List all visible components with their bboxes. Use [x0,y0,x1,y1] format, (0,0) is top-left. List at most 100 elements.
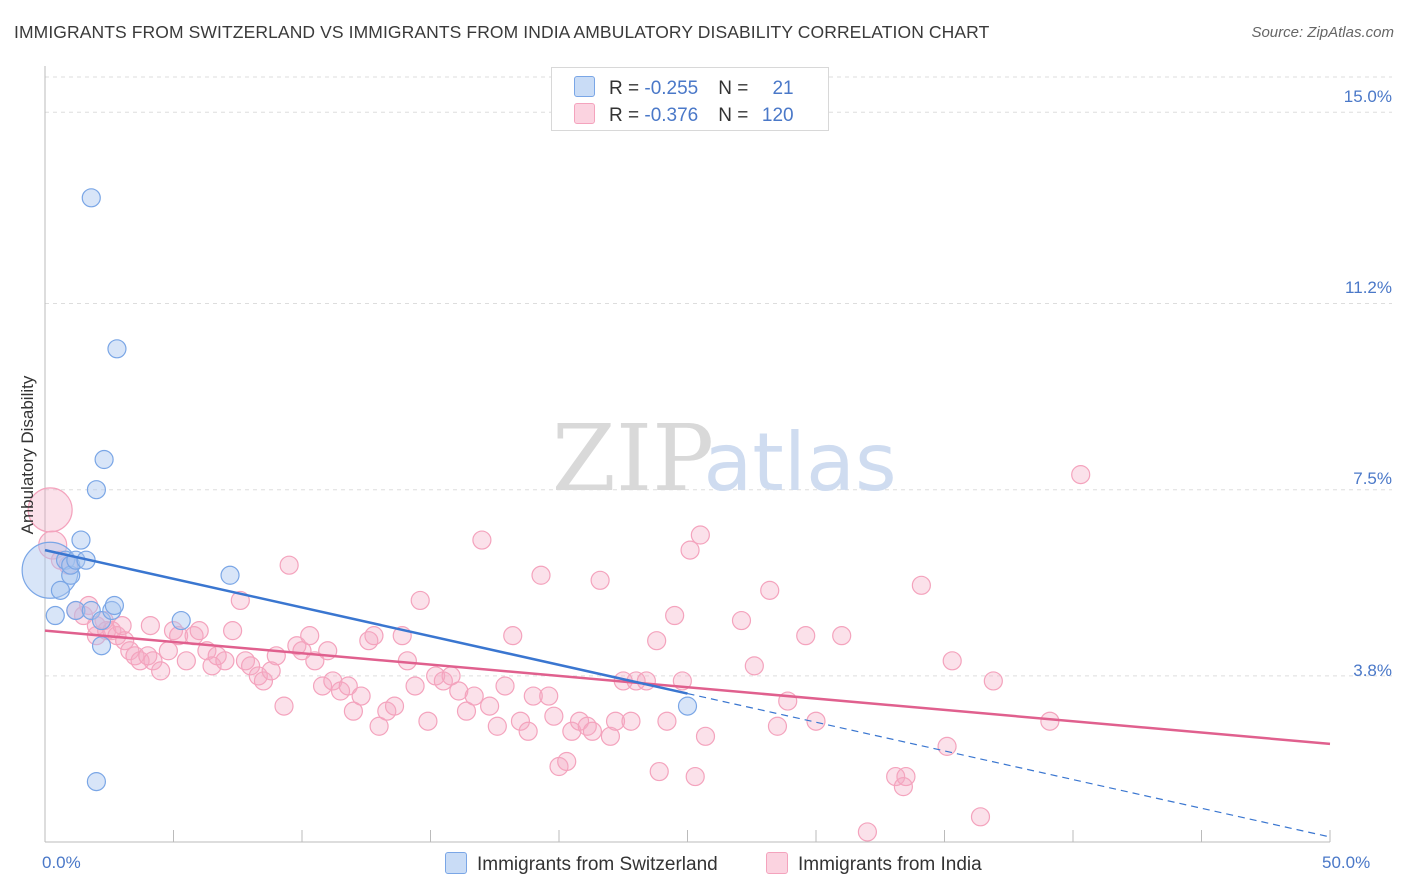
data-point [91,610,112,631]
x-tick-label-min: 0.0% [42,853,81,872]
y-axis-label: Ambulatory Disability [18,375,37,535]
data-point [562,721,582,741]
x-tick-label-max: 50.0% [1322,853,1371,872]
trend-line-india [44,629,1331,746]
data-point [677,696,698,716]
data-point [495,676,515,696]
data-point [657,711,677,731]
data-point [636,671,656,691]
data-point [253,671,274,691]
legend-n-value: 21 [772,78,794,99]
data-point [937,736,957,756]
source-note: Source: ZipAtlas.com [1251,24,1394,41]
watermark-atlas: atlas [703,416,896,509]
legend-r-value: -0.376 [644,105,699,126]
chart-title: IMMIGRANTS FROM SWITZERLAND VS IMMIGRANT… [14,22,990,42]
data-point [405,676,425,696]
data-point [261,661,281,681]
points-switzerland [21,188,698,792]
data-point [806,711,826,731]
data-point [449,681,469,701]
data-point [300,626,320,646]
data-point [983,671,1003,691]
data-point [338,676,358,696]
data-point [274,696,294,716]
data-point [464,686,484,706]
data-point [621,711,641,731]
legend-swatch-india [574,103,595,124]
data-point [86,772,107,792]
legend-item-switzerland: Immigrants from Switzerland [445,852,718,876]
data-point [685,766,705,787]
data-point [223,621,243,641]
data-point [107,339,127,359]
data-point [384,696,405,716]
data-point [1071,465,1091,485]
data-point [582,721,603,741]
data-point [81,188,101,208]
data-point [86,480,107,500]
legend-r-value: -0.255 [644,78,699,99]
data-point [169,626,189,646]
data-point [480,696,500,716]
data-point [680,540,700,560]
y-tick-label-3: 3.8% [1353,661,1392,680]
data-point [942,651,962,671]
trend-lines [44,548,1331,838]
data-point [690,525,710,545]
data-point [292,641,312,661]
data-point [305,651,325,671]
data-point [94,449,114,470]
data-point [760,580,780,600]
data-point [189,621,209,641]
legend-r-label: R = [609,78,645,99]
watermark-zip: ZIP [552,405,714,512]
data-point [649,761,669,782]
data-point [600,726,621,746]
data-point [418,711,438,731]
legend-item-india: Immigrants from India [766,852,982,876]
y-tick-label-15: 15.0% [1343,87,1392,106]
data-point [215,651,235,671]
data-point [61,565,81,585]
data-point [112,615,132,636]
data-point [605,711,626,731]
data-point [510,711,531,731]
data-point [91,636,112,656]
data-point [202,656,222,676]
data-point [50,580,71,600]
data-point [503,626,523,646]
data-point [767,716,788,736]
data-point [531,565,551,585]
data-point [970,807,991,827]
data-point [176,651,196,671]
data-point [744,656,764,676]
data-point [104,595,124,616]
y-tick-label-7: 7.5% [1353,469,1392,488]
data-point [323,671,343,691]
data-point [102,600,122,621]
data-point [590,570,610,590]
trend-line-switzerland [44,548,688,695]
data-point [241,656,261,676]
data-point [518,721,538,741]
legend-swatch-switzerland [445,852,467,874]
watermark: ZIP atlas [552,405,897,512]
legend-n-label: N = [718,105,754,126]
data-point [544,706,564,726]
data-point [312,676,333,696]
data-point [279,555,299,575]
data-point [857,822,878,842]
data-point [796,626,816,646]
data-point [410,590,430,611]
data-point [79,595,99,616]
data-point [487,716,507,736]
legend-n-value: 120 [761,105,794,126]
legend-r-label: R = [609,105,645,126]
data-point [1040,711,1060,731]
data-point [81,600,101,621]
data-point [351,686,371,706]
data-point [665,605,685,626]
data-point [539,686,559,706]
legend-swatch-switzerland [574,76,595,97]
